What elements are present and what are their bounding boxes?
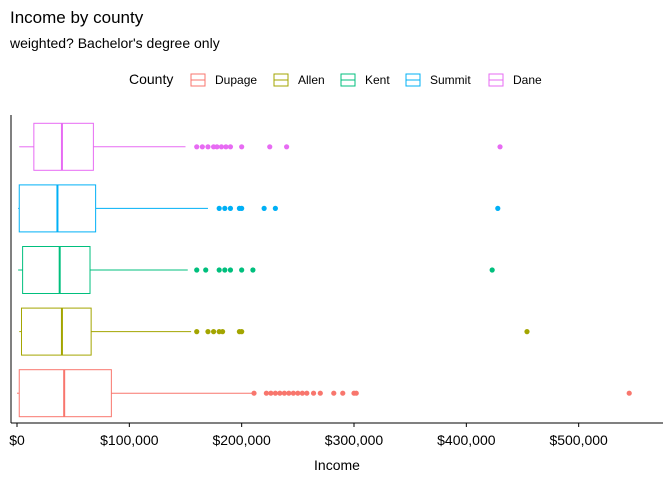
legend: County Dupage Allen Kent Summit Dane: [129, 71, 542, 87]
outlier-point: [250, 267, 256, 273]
box-dupage: [17, 369, 632, 418]
outlier-point: [495, 205, 501, 211]
outlier-point: [199, 144, 205, 150]
outlier-point: [317, 390, 323, 396]
outlier-point: [239, 329, 245, 335]
legend-title: County: [129, 71, 173, 87]
outlier-point: [353, 390, 359, 396]
legend-label-kent: Kent: [365, 73, 390, 87]
outlier-point: [239, 205, 245, 211]
outlier-point: [281, 390, 287, 396]
chart-title: Income by county: [10, 8, 144, 27]
outlier-point: [524, 329, 530, 335]
outlier-point: [205, 329, 211, 335]
iqr-box-dane: [33, 122, 94, 171]
outlier-point: [277, 390, 283, 396]
outlier-point: [304, 390, 310, 396]
outlier-point: [272, 390, 278, 396]
outlier-point: [205, 144, 211, 150]
x-axis: $0 $100,000 $200,000 $300,000 $400,000 $500,0…: [9, 423, 608, 448]
outlier-point: [218, 144, 225, 150]
x-tick-label: $500,000: [549, 432, 608, 448]
outlier-point: [194, 144, 200, 150]
outlier-point: [239, 267, 245, 273]
x-tick-label: $100,000: [100, 432, 159, 448]
x-tick-label: $300,000: [325, 432, 384, 448]
outlier-point: [194, 329, 200, 335]
outlier-point: [310, 390, 317, 396]
iqr-box-allen: [20, 307, 92, 356]
outlier-point: [497, 144, 503, 150]
outlier-point: [626, 390, 632, 396]
outlier-point: [299, 390, 305, 396]
outlier-point: [227, 205, 234, 211]
outlier-point: [194, 267, 200, 273]
box-dane: [19, 122, 503, 171]
outlier-point: [203, 267, 209, 273]
outlier-point: [290, 390, 296, 396]
box-summit: [18, 184, 501, 233]
outlier-point: [216, 267, 222, 273]
outlier-point: [210, 329, 217, 335]
outlier-point: [268, 390, 274, 396]
legend-item-dane: Dane: [488, 73, 542, 87]
outlier-point: [239, 144, 245, 150]
outlier-point: [340, 390, 346, 396]
plot-area: [17, 122, 632, 418]
x-tick-label: $200,000: [212, 432, 271, 448]
legend-label-dupage: Dupage: [215, 73, 257, 87]
outlier-point: [214, 144, 220, 150]
outlier-point: [295, 390, 301, 396]
outlier-point: [222, 205, 228, 211]
legend-label-summit: Summit: [430, 73, 471, 87]
outlier-point: [261, 205, 267, 211]
legend-item-summit: Summit: [405, 73, 471, 87]
iqr-box-kent: [22, 246, 91, 294]
x-tick-label: $0: [9, 432, 25, 448]
legend-item-kent: Kent: [340, 73, 390, 87]
outlier-point: [219, 329, 226, 335]
outlier-point: [331, 390, 337, 396]
outlier-point: [489, 267, 495, 273]
outlier-point: [263, 390, 269, 396]
outlier-point: [227, 267, 234, 273]
chart-subtitle: weighted? Bachelor's degree only: [10, 35, 220, 51]
outlier-point: [286, 390, 292, 396]
outlier-point: [267, 144, 273, 150]
outlier-point: [223, 144, 229, 150]
outlier-point: [216, 205, 222, 211]
legend-label-dane: Dane: [513, 73, 542, 87]
x-tick-label: $400,000: [437, 432, 496, 448]
outlier-point: [222, 267, 228, 273]
outlier-point: [284, 144, 290, 150]
outlier-point: [227, 144, 234, 150]
legend-item-allen: Allen: [273, 73, 325, 87]
x-axis-title: Income: [314, 457, 360, 473]
legend-item-dupage: Dupage: [190, 73, 257, 87]
outlier-point: [272, 205, 278, 211]
iqr-box-dupage: [18, 369, 112, 418]
box-kent: [18, 246, 495, 294]
box-allen: [19, 307, 530, 356]
legend-label-allen: Allen: [298, 73, 325, 87]
outlier-point: [251, 390, 257, 396]
